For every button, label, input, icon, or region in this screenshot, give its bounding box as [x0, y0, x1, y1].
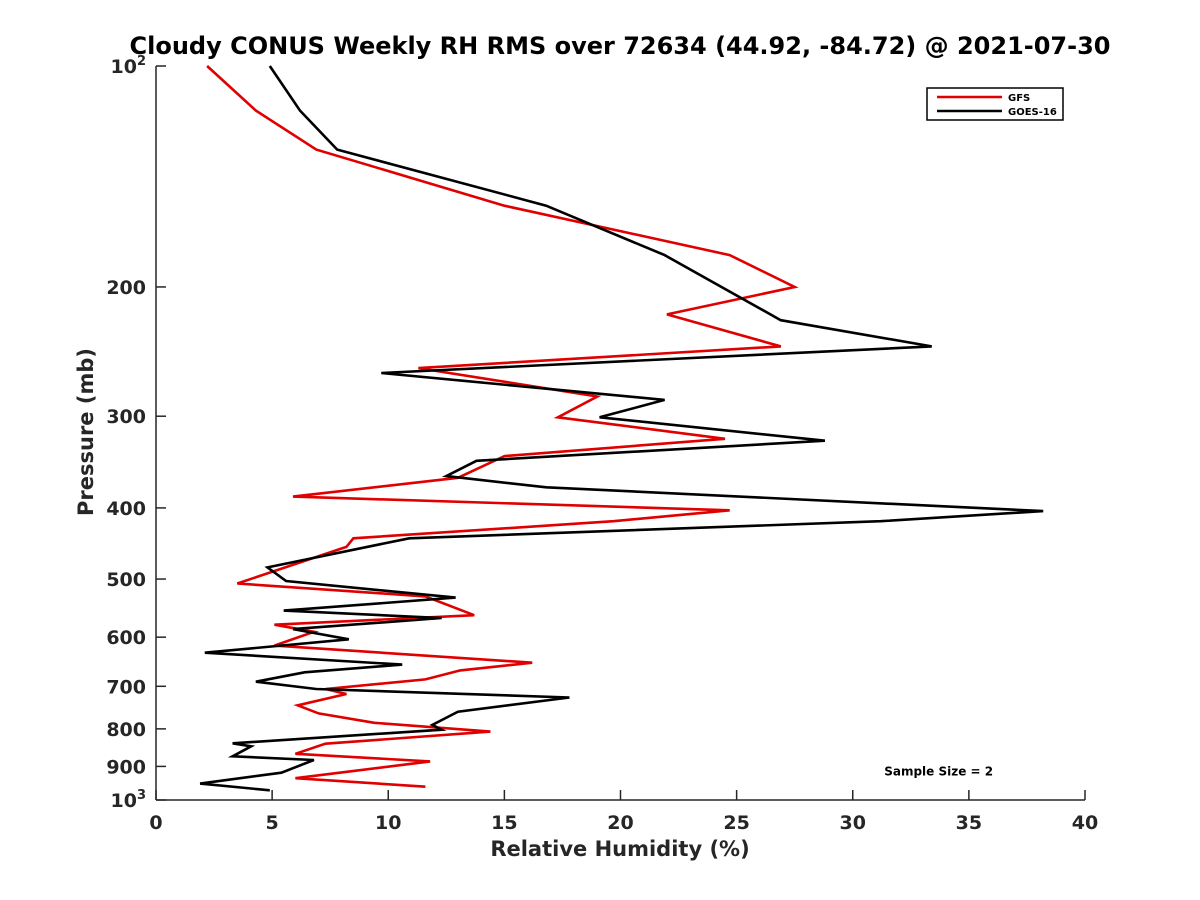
- y-axis-ticks: 102 200 300 400 500 600 700 800 900 103: [106, 54, 166, 812]
- sample-size-annotation: Sample Size = 2: [884, 765, 993, 779]
- x-tick-label: 25: [723, 812, 749, 834]
- y-tick-label: 103: [111, 788, 147, 812]
- y-tick-label: 500: [106, 569, 146, 591]
- y-tick-label: 300: [106, 406, 146, 428]
- y-tick-label: 102: [111, 54, 147, 78]
- x-axis-label: Relative Humidity (%): [490, 837, 749, 861]
- series-line-gfs: [206, 65, 799, 788]
- x-tick-label: 35: [956, 812, 982, 834]
- series-line-goes16: [199, 65, 1044, 792]
- chart-title: Cloudy CONUS Weekly RH RMS over 72634 (4…: [130, 32, 1111, 60]
- legend: GFS GOES-16: [926, 87, 1064, 121]
- legend-entry-gfs: GFS: [1008, 93, 1030, 104]
- legend-box: [926, 87, 1064, 121]
- y-tick-label: 900: [106, 756, 146, 778]
- y-tick-label: 600: [106, 627, 146, 649]
- y-tick-label: 200: [106, 277, 146, 299]
- x-tick-label: 15: [491, 812, 517, 834]
- axes: [155, 66, 1085, 801]
- y-tick-label: 400: [106, 498, 146, 520]
- x-tick-label: 0: [149, 812, 162, 834]
- x-tick-label: 10: [375, 812, 401, 834]
- x-tick-label: 20: [607, 812, 633, 834]
- y-tick-label: 800: [106, 719, 146, 741]
- legend-entry-goes16: GOES-16: [1008, 107, 1057, 118]
- x-axis-ticks: 0 5 10 15 20 25 30 35 40: [149, 790, 1098, 834]
- y-axis-label: Pressure (mb): [74, 348, 98, 516]
- y-tick-label: 700: [106, 676, 146, 698]
- series-layer: [199, 65, 1044, 792]
- x-tick-label: 5: [266, 812, 279, 834]
- x-tick-label: 40: [1072, 812, 1098, 834]
- x-tick-label: 30: [840, 812, 866, 834]
